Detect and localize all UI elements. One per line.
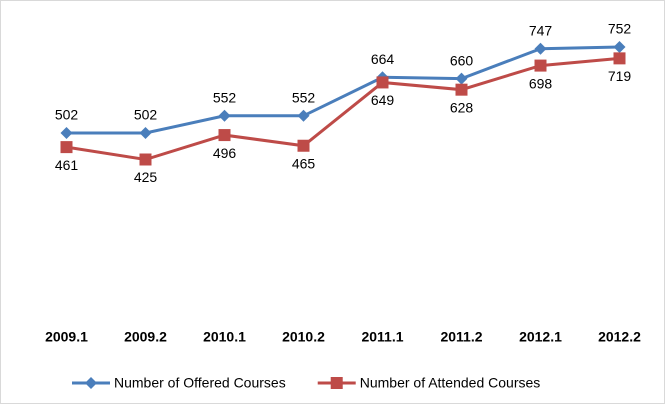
x-tick-label: 2011.1 bbox=[361, 329, 403, 345]
series-line bbox=[66, 45, 620, 135]
x-tick-label: 2009.1 bbox=[45, 329, 88, 345]
x-tick-label: 2011.2 bbox=[440, 329, 482, 345]
data-label: 628 bbox=[450, 99, 474, 115]
data-label: 752 bbox=[608, 21, 632, 37]
data-point bbox=[297, 139, 310, 152]
data-point bbox=[139, 153, 152, 166]
legend-label: Number of Offered Courses bbox=[114, 375, 286, 391]
data-label: 461 bbox=[55, 157, 79, 173]
x-tick-label: 2012.2 bbox=[598, 329, 641, 345]
data-point bbox=[455, 72, 468, 85]
data-label: 698 bbox=[529, 75, 553, 91]
data-label: 664 bbox=[371, 51, 395, 67]
data-point bbox=[455, 83, 468, 96]
x-tick-label: 2009.2 bbox=[124, 329, 167, 345]
data-label: 660 bbox=[450, 52, 474, 68]
data-label: 465 bbox=[292, 155, 316, 171]
series-line bbox=[66, 56, 620, 162]
data-label: 502 bbox=[55, 107, 79, 123]
data-label: 425 bbox=[134, 169, 158, 185]
data-point bbox=[613, 41, 626, 54]
data-point bbox=[139, 127, 152, 140]
data-point bbox=[297, 109, 310, 122]
data-label: 649 bbox=[371, 92, 395, 108]
data-point bbox=[376, 76, 389, 89]
data-label: 747 bbox=[529, 22, 553, 38]
data-label: 719 bbox=[608, 68, 632, 84]
data-label: 502 bbox=[134, 107, 158, 123]
legend-label: Number of Attended Courses bbox=[360, 375, 541, 391]
data-point bbox=[613, 52, 626, 65]
x-tick-label: 2012.1 bbox=[519, 329, 562, 345]
data-point bbox=[534, 59, 547, 72]
legend-marker bbox=[85, 377, 97, 389]
data-label: 552 bbox=[292, 90, 316, 106]
data-point bbox=[60, 127, 73, 140]
data-point bbox=[218, 109, 231, 122]
data-label: 552 bbox=[213, 90, 237, 106]
data-point bbox=[60, 141, 73, 154]
x-tick-label: 2010.1 bbox=[203, 329, 246, 345]
data-label: 496 bbox=[213, 145, 237, 161]
x-tick-label: 2010.2 bbox=[282, 329, 325, 345]
data-point bbox=[534, 42, 547, 55]
legend-marker bbox=[330, 377, 343, 389]
data-point bbox=[218, 129, 231, 142]
